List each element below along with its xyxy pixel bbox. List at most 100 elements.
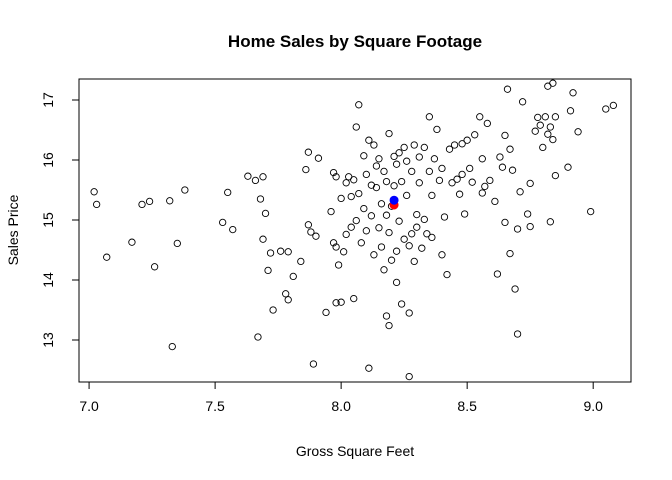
data-point: [372, 162, 381, 170]
data-point: [332, 243, 340, 251]
data-point: [415, 153, 423, 161]
data-point: [103, 253, 111, 261]
data-point: [400, 143, 408, 152]
data-point: [332, 299, 340, 307]
data-point: [602, 105, 610, 113]
data-point: [382, 177, 391, 186]
data-point: [506, 249, 514, 258]
data-point: [463, 136, 471, 144]
data-point: [385, 129, 393, 138]
data-point: [219, 218, 227, 227]
data-point: [609, 101, 618, 110]
data-point: [370, 141, 378, 149]
data-point: [438, 251, 446, 259]
data-point: [392, 247, 401, 255]
data-point: [546, 123, 554, 131]
data-point: [551, 113, 560, 121]
data-point: [390, 152, 398, 161]
data-point: [329, 168, 338, 177]
data-point: [173, 239, 181, 248]
data-point: [302, 165, 310, 174]
data-point: [251, 176, 260, 185]
data-point: [322, 308, 330, 317]
data-point: [466, 164, 474, 173]
data-point: [526, 222, 534, 231]
data-point: [428, 233, 436, 242]
data-point: [269, 306, 277, 314]
data-point: [531, 127, 539, 135]
data-point: [524, 210, 532, 218]
data-point: [513, 225, 522, 233]
data-point: [458, 170, 466, 179]
data-point: [428, 191, 436, 200]
data-point: [347, 223, 355, 231]
data-point: [244, 172, 252, 180]
data-point: [486, 176, 494, 185]
data-point: [365, 136, 373, 144]
data-point: [254, 333, 262, 341]
data-point: [360, 152, 368, 160]
y-tick-label: 15: [40, 212, 56, 228]
data-point: [377, 200, 386, 208]
data-point: [435, 176, 444, 185]
data-point: [259, 235, 267, 243]
data-point: [380, 266, 388, 274]
data-point: [506, 145, 514, 153]
data-point: [450, 141, 459, 149]
plot-frame: [78, 78, 632, 383]
data-point: [284, 248, 292, 256]
data-point: [309, 360, 318, 368]
x-tick-label: 7.5: [205, 398, 225, 414]
data-point: [430, 155, 439, 163]
x-tick-label: 8.5: [457, 398, 477, 414]
y-tick-label: 16: [40, 152, 56, 168]
data-point: [392, 160, 401, 168]
y-tick-label: 17: [40, 92, 56, 108]
data-point: [145, 197, 154, 206]
data-point: [503, 85, 512, 93]
data-point: [508, 166, 517, 174]
data-point: [329, 239, 338, 247]
data-point: [266, 249, 275, 257]
data-point: [420, 215, 428, 224]
data-point: [375, 224, 383, 232]
y-axis-label: Sales Price: [5, 194, 21, 265]
x-tick-label: 8.0: [331, 398, 351, 414]
data-point: [387, 256, 396, 264]
data-point: [385, 228, 393, 237]
data-point: [574, 128, 582, 136]
data-point: [403, 157, 411, 165]
data-point: [408, 167, 416, 176]
data-point: [377, 243, 386, 251]
data-point: [261, 209, 270, 218]
data-point: [340, 248, 348, 256]
data-point: [395, 149, 403, 157]
data-point: [549, 135, 557, 144]
data-point: [337, 194, 345, 203]
data-point: [362, 227, 370, 235]
data-point: [304, 148, 313, 156]
data-point: [304, 221, 313, 229]
data-point: [511, 285, 519, 293]
data-point: [357, 239, 365, 247]
x-tick-label: 9.0: [583, 398, 603, 414]
data-point: [587, 207, 595, 216]
data-point: [400, 235, 408, 243]
data-point: [259, 173, 267, 181]
data-point: [448, 179, 456, 187]
x-tick-label: 7.0: [79, 398, 99, 414]
data-point: [382, 312, 391, 320]
data-point: [498, 163, 507, 171]
data-point: [513, 330, 522, 338]
data-point: [342, 179, 350, 187]
data-point: [307, 228, 315, 236]
data-point: [415, 179, 423, 187]
data-point: [403, 191, 411, 200]
data-point: [413, 210, 421, 219]
data-point: [337, 298, 345, 306]
data-point: [375, 155, 383, 163]
data-point: [501, 218, 509, 227]
data-point: [312, 232, 320, 240]
data-point: [491, 197, 499, 206]
